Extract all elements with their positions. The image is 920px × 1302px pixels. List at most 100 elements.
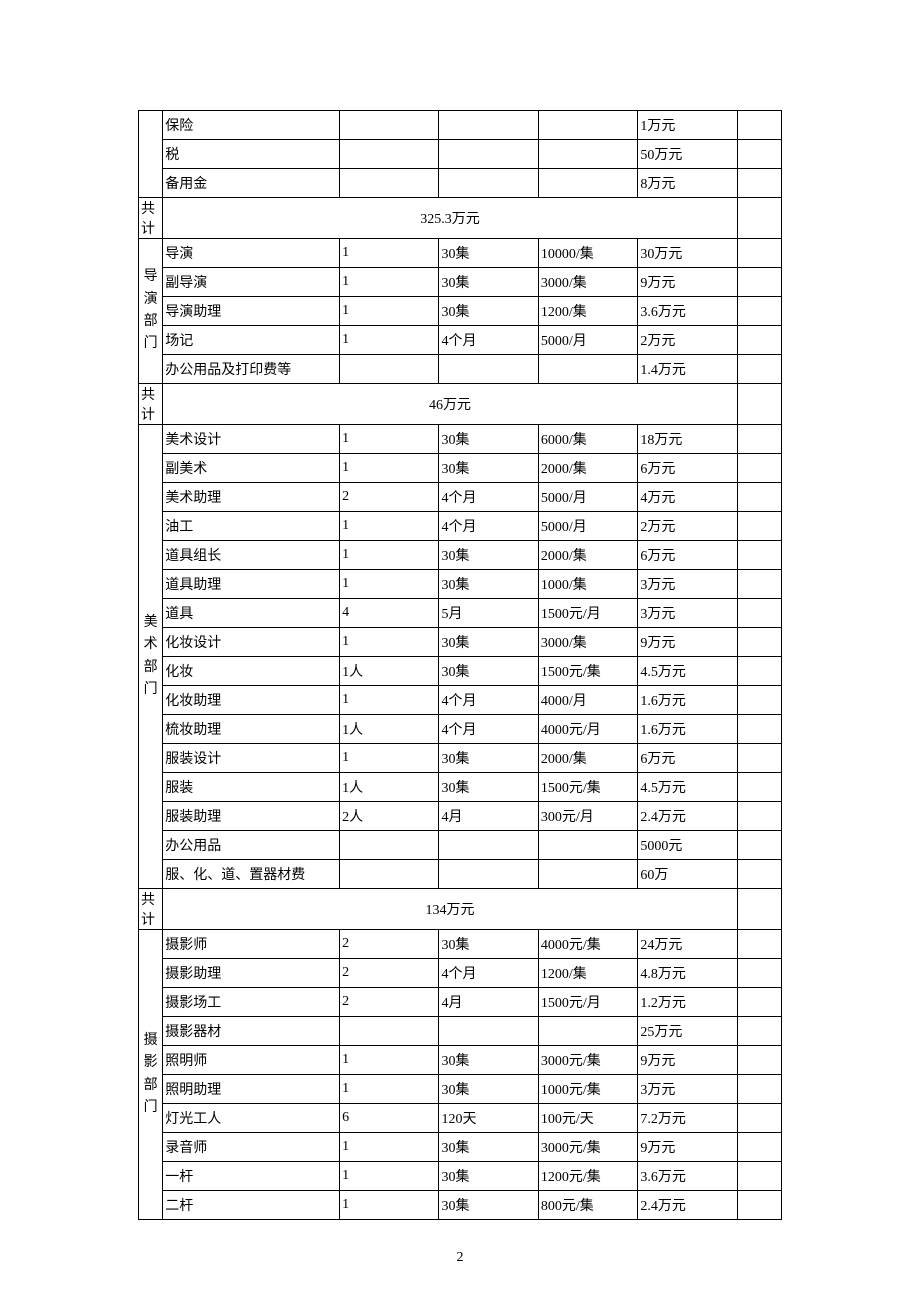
subtotal-note bbox=[737, 384, 781, 425]
note-cell bbox=[737, 326, 781, 355]
item-cell: 录音师 bbox=[163, 1133, 340, 1162]
amount-cell: 5000元 bbox=[638, 831, 737, 860]
item-cell: 副导演 bbox=[163, 268, 340, 297]
rate-cell: 1200/集 bbox=[538, 959, 637, 988]
qty-cell: 1 bbox=[340, 1075, 439, 1104]
amount-cell: 6万元 bbox=[638, 744, 737, 773]
note-cell bbox=[737, 599, 781, 628]
note-cell bbox=[737, 930, 781, 959]
amount-cell: 25万元 bbox=[638, 1017, 737, 1046]
qty-cell: 1人 bbox=[340, 715, 439, 744]
amount-cell: 6万元 bbox=[638, 541, 737, 570]
qty-cell: 1 bbox=[340, 268, 439, 297]
item-cell: 梳妆助理 bbox=[163, 715, 340, 744]
table-row: 办公用品5000元 bbox=[139, 831, 782, 860]
item-cell: 化妆助理 bbox=[163, 686, 340, 715]
period-cell: 4个月 bbox=[439, 512, 538, 541]
note-cell bbox=[737, 686, 781, 715]
amount-cell: 9万元 bbox=[638, 628, 737, 657]
amount-cell: 4.5万元 bbox=[638, 773, 737, 802]
period-cell: 30集 bbox=[439, 1162, 538, 1191]
note-cell bbox=[737, 628, 781, 657]
qty-cell: 1 bbox=[340, 628, 439, 657]
amount-cell: 18万元 bbox=[638, 425, 737, 454]
table-row: 照明师130集3000元/集9万元 bbox=[139, 1046, 782, 1075]
qty-cell: 1 bbox=[340, 239, 439, 268]
period-cell: 30集 bbox=[439, 239, 538, 268]
rate-cell: 100元/天 bbox=[538, 1104, 637, 1133]
note-cell bbox=[737, 860, 781, 889]
item-cell: 道具组长 bbox=[163, 541, 340, 570]
subtotal-value: 325.3万元 bbox=[163, 198, 737, 239]
qty-cell: 1 bbox=[340, 1191, 439, 1220]
note-cell bbox=[737, 744, 781, 773]
period-cell: 30集 bbox=[439, 425, 538, 454]
table-row: 导演助理130集1200/集3.6万元 bbox=[139, 297, 782, 326]
table-row: 副美术130集2000/集6万元 bbox=[139, 454, 782, 483]
note-cell bbox=[737, 541, 781, 570]
item-cell: 摄影器材 bbox=[163, 1017, 340, 1046]
rate-cell bbox=[538, 355, 637, 384]
note-cell bbox=[737, 1162, 781, 1191]
period-cell: 120天 bbox=[439, 1104, 538, 1133]
rate-cell: 2000/集 bbox=[538, 541, 637, 570]
note-cell bbox=[737, 355, 781, 384]
amount-cell: 60万 bbox=[638, 860, 737, 889]
rate-cell: 300元/月 bbox=[538, 802, 637, 831]
note-cell bbox=[737, 239, 781, 268]
rate-cell bbox=[538, 169, 637, 198]
item-cell: 服、化、道、置器材费 bbox=[163, 860, 340, 889]
table-row: 美术部门美术设计130集6000/集18万元 bbox=[139, 425, 782, 454]
item-cell: 灯光工人 bbox=[163, 1104, 340, 1133]
item-cell: 服装设计 bbox=[163, 744, 340, 773]
period-cell: 5月 bbox=[439, 599, 538, 628]
dept-cell: 导演部门 bbox=[139, 239, 163, 384]
amount-cell: 6万元 bbox=[638, 454, 737, 483]
table-row: 化妆助理14个月4000/月1.6万元 bbox=[139, 686, 782, 715]
item-cell: 油工 bbox=[163, 512, 340, 541]
table-row: 保险1万元 bbox=[139, 111, 782, 140]
item-cell: 化妆设计 bbox=[163, 628, 340, 657]
amount-cell: 3.6万元 bbox=[638, 1162, 737, 1191]
table-row: 道具组长130集2000/集6万元 bbox=[139, 541, 782, 570]
qty-cell: 4 bbox=[340, 599, 439, 628]
period-cell: 4月 bbox=[439, 802, 538, 831]
rate-cell bbox=[538, 831, 637, 860]
period-cell: 30集 bbox=[439, 268, 538, 297]
period-cell bbox=[439, 355, 538, 384]
period-cell bbox=[439, 169, 538, 198]
period-cell: 30集 bbox=[439, 297, 538, 326]
amount-cell: 24万元 bbox=[638, 930, 737, 959]
amount-cell: 1万元 bbox=[638, 111, 737, 140]
table-row: 服装助理2人4月300元/月2.4万元 bbox=[139, 802, 782, 831]
qty-cell: 1 bbox=[340, 454, 439, 483]
item-cell: 摄影助理 bbox=[163, 959, 340, 988]
item-cell: 美术助理 bbox=[163, 483, 340, 512]
qty-cell bbox=[340, 831, 439, 860]
note-cell bbox=[737, 831, 781, 860]
table-row: 一杆130集1200元/集3.6万元 bbox=[139, 1162, 782, 1191]
note-cell bbox=[737, 773, 781, 802]
table-row: 办公用品及打印费等1.4万元 bbox=[139, 355, 782, 384]
period-cell: 30集 bbox=[439, 1133, 538, 1162]
note-cell bbox=[737, 268, 781, 297]
amount-cell: 8万元 bbox=[638, 169, 737, 198]
rate-cell: 1000元/集 bbox=[538, 1075, 637, 1104]
rate-cell: 800元/集 bbox=[538, 1191, 637, 1220]
amount-cell: 30万元 bbox=[638, 239, 737, 268]
rate-cell bbox=[538, 1017, 637, 1046]
subtotal-label: 共计 bbox=[139, 889, 163, 930]
table-row: 照明助理130集1000元/集3万元 bbox=[139, 1075, 782, 1104]
qty-cell bbox=[340, 111, 439, 140]
rate-cell: 4000元/月 bbox=[538, 715, 637, 744]
note-cell bbox=[737, 1191, 781, 1220]
qty-cell bbox=[340, 355, 439, 384]
amount-cell: 2.4万元 bbox=[638, 1191, 737, 1220]
rate-cell: 10000/集 bbox=[538, 239, 637, 268]
table-row: 灯光工人6120天100元/天7.2万元 bbox=[139, 1104, 782, 1133]
period-cell: 4个月 bbox=[439, 326, 538, 355]
item-cell: 服装助理 bbox=[163, 802, 340, 831]
table-row: 道具45月1500元/月3万元 bbox=[139, 599, 782, 628]
table-row: 油工14个月5000/月2万元 bbox=[139, 512, 782, 541]
subtotal-row: 共计46万元 bbox=[139, 384, 782, 425]
